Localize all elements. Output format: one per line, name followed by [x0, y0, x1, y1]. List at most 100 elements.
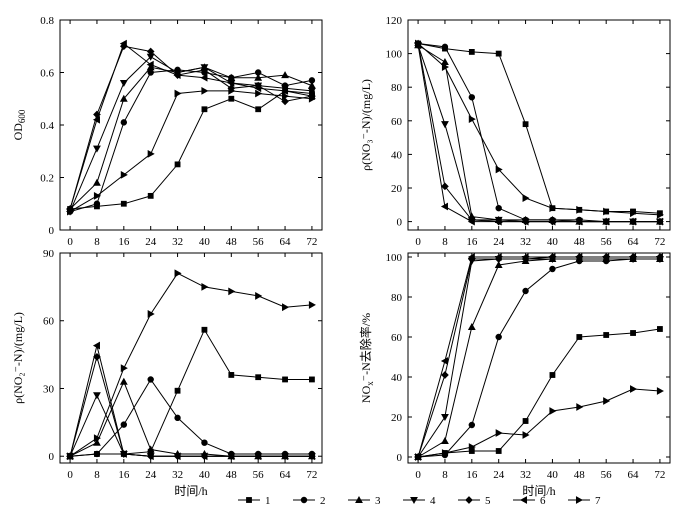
data-point: 7: (0, 106): [415, 39, 423, 48]
data-point: 3: (16, 33): [119, 377, 128, 385]
data-point: 7: (8, 8): [93, 434, 101, 443]
x-tick-label: 32: [520, 469, 531, 481]
data-point: 6: (56, 0): [254, 452, 262, 461]
x-tick-label: 0: [415, 469, 421, 481]
series-line: [70, 378, 312, 457]
y-tick-label: 60: [391, 332, 403, 344]
x-tick-label: 48: [226, 469, 238, 481]
data-point: 6: (8, 9): [440, 202, 448, 211]
series-line: [418, 388, 660, 458]
y-tick-label: 0.2: [40, 173, 54, 185]
legend-label: 3: [375, 495, 381, 507]
data-point: 7: (72, 67): [308, 301, 316, 309]
data-point: 5: (24, 0.68): [146, 47, 155, 56]
data-point: 1: (64, 34): [282, 376, 288, 383]
data-point: 6: (24, 0): [146, 452, 154, 461]
data-point: 6: (40, 100): [548, 253, 556, 261]
data-point: 2: (24, 34): [147, 376, 154, 383]
x-tick-label: 32: [520, 236, 531, 248]
y-tick-label: 0.6: [40, 68, 54, 80]
y-tick-label: 120: [386, 15, 403, 27]
series-line: [69, 272, 312, 457]
data-point: 1: (48, 0.5): [228, 95, 235, 102]
data-point: 2: (16, 74): [468, 94, 476, 101]
data-point: 7: (64, 5): [630, 209, 638, 218]
data-point: 4: (16, 0.56): [119, 79, 128, 88]
x-tick-label: 64: [280, 236, 292, 248]
data-point: 7: (8, 0.13): [93, 191, 101, 200]
series-line: [70, 328, 312, 457]
y-tick-label: 0: [49, 225, 55, 237]
series-line: [417, 258, 660, 458]
series-line: [417, 45, 660, 223]
x-tick-label: 32: [172, 236, 183, 248]
data-point: 4: (8, 20): [441, 413, 449, 422]
series-line: [69, 90, 312, 213]
data-point: 6: (72, 0): [655, 217, 663, 226]
x-tick-label: 40: [199, 236, 211, 248]
chart-panel-3: 0 8 16 24 32 40 48 56 64 72 0 30 60 90 ρ(NO₂⁻-N)/(mg/L…: [11, 248, 323, 498]
series-line: [69, 355, 312, 457]
series-7: 7: (0, 0) 7: (8, 2) 7: (16, 5) 7: (24, 12) 7…: [415, 385, 664, 461]
series-6: 6: (0, 0.08)6: (8, 0.42)6: (16, 0.71)6: …: [66, 39, 315, 213]
data-point: 1: (16, 101): [468, 49, 475, 55]
x-tick-label: 16: [466, 236, 478, 248]
y-tick-label: 100: [386, 49, 403, 61]
data-point: 6: (32, 100): [521, 253, 529, 261]
data-point: 2: (40, 94): [549, 265, 556, 273]
x-tick-label: 40: [547, 236, 559, 248]
x-tick-label: 0: [67, 469, 73, 481]
plot-frame: [407, 19, 671, 231]
data-point: 7: (48, 7): [576, 205, 584, 214]
data-point: 7: (40, 8): [549, 204, 557, 213]
data-point: 1: (40, 0.46): [201, 106, 208, 113]
x-tick-label: 32: [172, 469, 183, 481]
chart-panel-1: 0 8 16 24 32 40 48 56 64 72 0 0.2 0.4 0.6 0.8 OD600 1: (…: [11, 15, 323, 248]
data-point: 2: (16, 16): [468, 421, 476, 429]
legend-label: 7: [595, 495, 601, 507]
data-point: 1: (48, 36): [228, 372, 235, 378]
data-point: 6: (24, 0.63): [146, 60, 154, 69]
y-axis-title: OD600: [11, 109, 27, 140]
data-point: 1: (32, 0.25): [174, 161, 181, 168]
legend-item: 1: [238, 495, 271, 507]
data-point: 4: (8, 27): [93, 392, 101, 400]
data-point: 7: (72, 4): [656, 210, 664, 219]
data-point: 1: (32, 29): [174, 387, 181, 394]
data-point: 3: (8, 6): [93, 438, 101, 446]
data-point: 3: (16, 65): [467, 322, 476, 331]
data-point: 6: (72, 0): [307, 452, 315, 461]
series-line: [417, 44, 660, 223]
series-3: 3: (0, 105)3: (8, 95)3: (16, 3)3: (24, 1…: [414, 41, 664, 225]
data-point: 7: (72, 0.5): [308, 94, 316, 103]
series-1: 1: (0, 0.08)1: (8, 0.09)1: (16, 0.1)1: (…: [67, 87, 315, 212]
series-line: [69, 66, 313, 210]
legend-item: 6: [513, 495, 546, 507]
x-tick-label: 0: [415, 236, 421, 248]
data-point: 2: (16, 0.41): [120, 119, 128, 126]
legend-marker: [519, 496, 528, 504]
data-point: 6: (56, 100): [602, 253, 610, 261]
data-point: 7: (24, 0.29): [147, 149, 155, 158]
y-tick-label: 100: [386, 252, 403, 264]
data-point: 6: (64, 0): [629, 217, 637, 226]
y-axis-title: ρ(NO₃⁻-N)/(mg/L): [359, 79, 373, 171]
x-tick-label: 24: [493, 236, 505, 248]
data-point: 2: (24, 60): [495, 333, 502, 341]
plot-frame: [59, 19, 323, 231]
x-tick-label: 72: [306, 236, 317, 248]
series-line: [418, 258, 660, 458]
x-tick-label: 24: [493, 469, 505, 481]
legend-marker: [246, 497, 252, 503]
y-tick-label: 60: [43, 316, 55, 328]
data-point: 6: (24, 100): [494, 253, 502, 261]
x-tick-label: 40: [199, 469, 211, 481]
data-point: 6: (40, 0): [200, 452, 208, 461]
x-tick-label: 64: [280, 469, 292, 481]
series-2: 2: (0, 0.07)2: (8, 0.1)2: (16, 0.41)2: (…: [66, 66, 316, 215]
data-point: 3: (24, 3): [146, 445, 155, 453]
plot-frame: [407, 252, 671, 464]
data-point: 7: (56, 28): [603, 397, 611, 405]
data-point: 6: (56, 0): [602, 217, 610, 226]
data-point: 6: (8, 48): [440, 357, 448, 365]
